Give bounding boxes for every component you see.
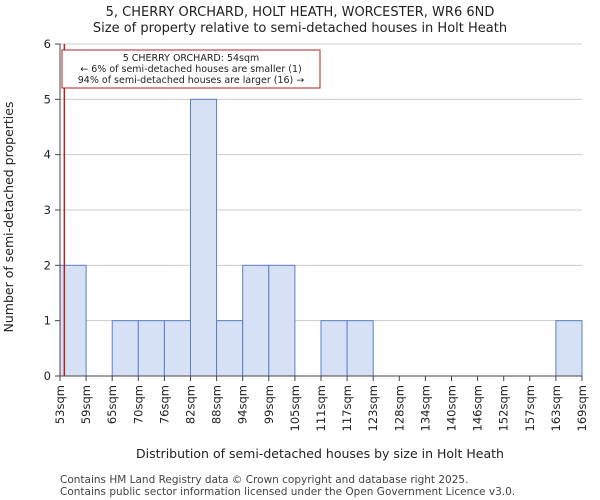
x-axis-label: Distribution of semi-detached houses by …: [136, 446, 504, 461]
x-ticks: 53sqm 59sqm 65sqm 70sqm 76sqm 82sqm 88sqm 94sqm…: [53, 376, 589, 431]
annotation-title: 5 CHERRY ORCHARD: 54sqm: [123, 53, 260, 64]
chart-title: 5, CHERRY ORCHARD, HOLT HEATH, WORCESTER…: [106, 5, 495, 20]
x-tick-label: 128sqm: [392, 385, 406, 431]
bar: [163, 320, 191, 377]
bar: [190, 98, 218, 377]
x-tick-label: 59sqm: [79, 385, 93, 424]
bar: [320, 320, 348, 377]
x-tick-label: 53sqm: [53, 385, 67, 424]
y-ticks: 0 1 2 3 4 5 6: [44, 37, 60, 383]
y-tick-label: 2: [44, 258, 51, 272]
x-tick-label: 105sqm: [288, 385, 302, 431]
bar: [137, 320, 165, 377]
x-tick-label: 163sqm: [549, 385, 563, 431]
x-tick-label: 146sqm: [471, 385, 485, 431]
x-tick-label: 117sqm: [340, 385, 354, 431]
y-tick-label: 0: [44, 369, 51, 383]
footer-licence: Contains public sector information licen…: [60, 486, 515, 498]
y-tick-label: 3: [44, 203, 51, 217]
chart-subtitle: Size of property relative to semi-detach…: [93, 21, 507, 36]
x-tick-label: 123sqm: [366, 385, 380, 431]
annotation-box: [61, 49, 321, 89]
x-tick-label: 76sqm: [157, 385, 171, 424]
bar: [268, 264, 296, 377]
x-tick-label: 82sqm: [184, 385, 198, 424]
x-tick-label: 88sqm: [210, 385, 224, 424]
annotation-larger: 94% of semi-detached houses are larger (…: [78, 75, 305, 86]
x-tick-label: 134sqm: [418, 385, 432, 431]
y-tick-label: 1: [44, 314, 51, 328]
footer-attribution: Contains HM Land Registry data © Crown c…: [60, 474, 468, 486]
x-tick-label: 65sqm: [105, 385, 119, 424]
annotation-smaller: ← 6% of semi-detached houses are smaller…: [80, 64, 301, 75]
bars: [59, 98, 583, 377]
x-tick-label: 94sqm: [236, 385, 250, 424]
bar: [111, 320, 139, 377]
x-tick-label: 111sqm: [314, 385, 328, 431]
y-tick-label: 5: [44, 92, 51, 106]
y-tick-label: 4: [44, 148, 51, 162]
y-axis-label: Number of semi-detached properties: [1, 102, 16, 333]
bar: [242, 264, 270, 377]
x-tick-label: 140sqm: [445, 385, 459, 431]
x-tick-label: 169sqm: [575, 385, 589, 431]
x-tick-label: 99sqm: [262, 385, 276, 424]
x-tick-label: 157sqm: [523, 385, 537, 431]
x-tick-label: 152sqm: [497, 385, 511, 431]
x-tick-label: 70sqm: [131, 385, 145, 424]
bar: [216, 320, 244, 377]
y-tick-label: 6: [44, 37, 51, 51]
bar: [346, 320, 374, 377]
marker: 5 CHERRY ORCHARD: 54sqm← 6% of semi-deta…: [61, 44, 321, 376]
bar: [555, 320, 583, 377]
